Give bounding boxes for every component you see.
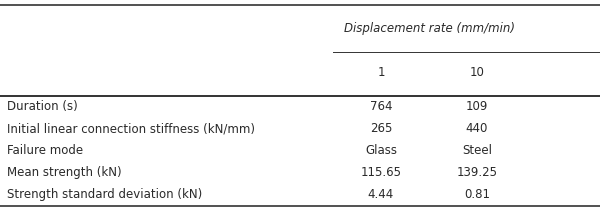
Text: Strength standard deviation (kN): Strength standard deviation (kN) [7,188,202,201]
Text: 265: 265 [370,122,392,135]
Text: Mean strength (kN): Mean strength (kN) [7,166,122,179]
Text: Initial linear connection stiffness (kN/mm): Initial linear connection stiffness (kN/… [7,122,255,135]
Text: 0.81: 0.81 [464,188,490,201]
Text: 1: 1 [377,66,385,79]
Text: 440: 440 [466,122,488,135]
Text: 115.65: 115.65 [361,166,401,179]
Text: Glass: Glass [365,144,397,157]
Text: 139.25: 139.25 [457,166,497,179]
Text: Displacement rate (mm/min): Displacement rate (mm/min) [344,22,515,35]
Text: 764: 764 [370,100,392,114]
Text: 10: 10 [470,66,484,79]
Text: Steel: Steel [462,144,492,157]
Text: Duration (s): Duration (s) [7,100,78,114]
Text: 109: 109 [466,100,488,114]
Text: Failure mode: Failure mode [7,144,83,157]
Text: 4.44: 4.44 [368,188,394,201]
